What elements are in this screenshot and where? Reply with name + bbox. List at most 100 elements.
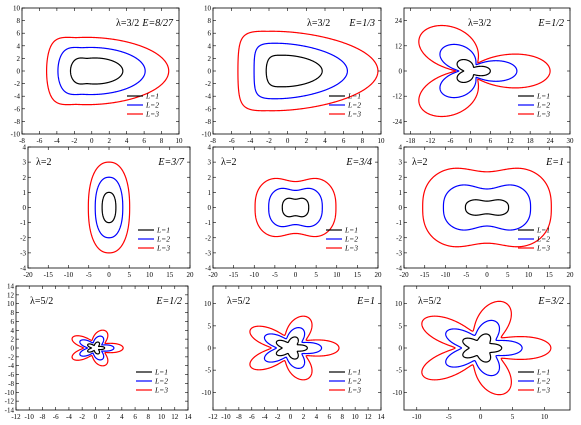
x-tick-label: -4 [66,413,72,421]
x-tick-label: -4 [262,413,268,421]
x-tick-label: 6 [142,137,146,145]
x-tick-label: 2 [107,137,111,145]
y-tick-label: -2 [20,234,26,242]
series-3-curve [418,24,551,118]
x-tick-label: -15 [420,271,430,279]
x-tick-label: 2 [305,137,309,145]
x-tick-label: -6 [448,137,454,145]
x-tick-label: 2 [302,413,306,421]
y-tick-label: 10 [204,5,212,13]
x-tick-label: -8 [210,137,216,145]
x-tick-label: 12 [365,413,373,421]
y-tick-label: -2 [8,353,14,361]
y-tick-label: 1 [23,189,27,197]
y-tick-label: -4 [8,362,14,370]
x-tick-label: 0 [286,137,290,145]
x-tick-label: -2 [266,137,272,145]
y-tick-label: -2 [205,234,211,242]
y-tick-label: -4 [396,265,402,273]
x-tick-label: -2 [71,137,77,145]
y-tick-label: -8 [8,380,14,388]
y-tick-label: 0 [399,68,403,76]
series-1-curve [456,58,491,84]
x-tick-label: 15 [546,271,554,279]
y-tick-label: 4 [208,42,212,50]
legend-label: L=3 [347,386,361,395]
x-tick-label: -12 [426,137,436,145]
series-1-curve [265,54,323,88]
x-tick-label: 5 [128,271,132,279]
legend-label: L=1 [536,226,550,235]
legend-label: L=1 [156,226,170,235]
series-2-curve [94,176,124,239]
legend-label: L=2 [154,377,168,386]
x-tick-label: 5 [506,271,510,279]
panel-3: -18 -12 -6 0 6 12 18 24 30 -24 -12 0 12 24 λ=3/2 E=1/2 L… [393,7,575,145]
series-2-curve [268,187,323,228]
x-tick-label: 6 [342,137,346,145]
y-tick-label: 1 [208,189,212,197]
y-tick-label: 3 [399,159,403,167]
y-tick-label: -1 [20,219,26,227]
x-tick-label: -4 [54,137,60,145]
energy-label: E=3/2 [537,296,564,307]
series-3-curve [87,161,131,254]
x-tick-label: -6 [229,137,235,145]
y-tick-label: -3 [20,249,26,257]
lambda-label: λ=2 [36,157,52,168]
legend-label: L=3 [154,386,168,395]
y-tick-label: -3 [396,249,402,257]
x-tick-label: -12 [208,413,218,421]
legend-label: L=2 [536,101,550,110]
x-tick-label: -5 [86,271,92,279]
x-tick-label: -6 [53,413,59,421]
y-tick-label: 12 [7,291,15,299]
y-tick-label: -10 [393,389,403,397]
series-3-curve [421,300,552,396]
x-tick-label: 0 [294,271,298,279]
y-tick-label: -12 [393,93,403,101]
x-tick-label: -10 [441,271,451,279]
y-tick-label: -5 [205,367,211,375]
y-tick-label: 6 [208,30,212,38]
legend-label: L=2 [344,235,358,244]
series-3-curve [249,315,340,381]
y-tick-label: -5 [396,367,402,375]
y-tick-label: 6 [17,30,21,38]
x-tick-label: 0 [289,413,293,421]
legend-label: L=3 [536,110,550,119]
y-tick-label: 4 [23,144,27,152]
lambda-label: λ=3/2 [116,18,139,29]
x-tick-label: 30 [567,137,575,145]
y-tick-label: 10 [7,300,15,308]
energy-label: E=1 [545,157,564,168]
y-tick-label: 8 [208,17,212,25]
x-tick-label: 0 [94,413,98,421]
x-tick-label: -20 [208,271,218,279]
x-tick-label: 10 [352,413,360,421]
y-tick-label: -2 [205,80,211,88]
lambda-label: λ=2 [221,157,237,168]
x-tick-label: 6 [328,413,332,421]
legend-label: L=2 [536,235,550,244]
y-tick-label: -14 [5,407,15,415]
series-1-curve [275,336,308,360]
x-tick-label: -6 [249,413,255,421]
series-2-curve [79,335,115,361]
energy-label: E=1/2 [155,296,182,307]
lambda-label: λ=3/2 [468,18,491,29]
energy-label: E=8/27 [141,18,174,29]
y-tick-label: -1 [205,219,211,227]
y-tick-label: 4 [399,144,403,152]
x-tick-label: 2 [107,413,111,421]
y-tick-label: 24 [395,17,403,25]
series-1-curve [87,341,106,355]
x-tick-label: 10 [525,271,533,279]
x-tick-label: -5 [272,271,278,279]
y-tick-label: -12 [5,398,15,406]
legend-label: L=1 [154,368,168,377]
